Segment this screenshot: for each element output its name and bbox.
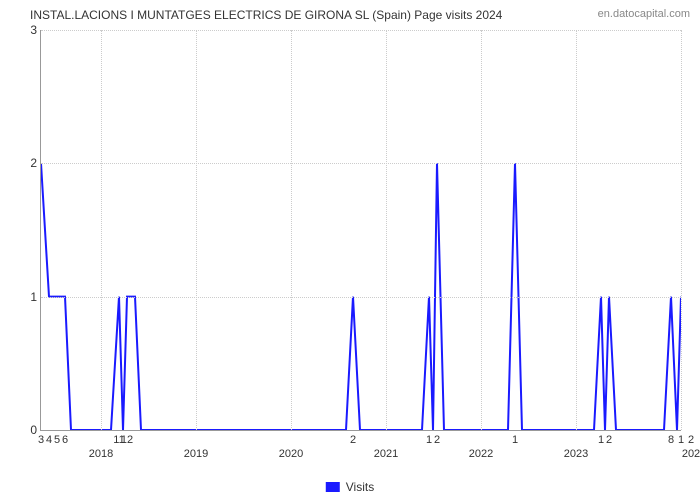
x-tick-small: 12 (121, 434, 133, 446)
x-tick-small: 2 (606, 434, 612, 446)
vgrid (291, 30, 292, 430)
vgrid (481, 30, 482, 430)
x-tick-small: 1 (512, 434, 518, 446)
x-tick-year: 2023 (564, 448, 588, 460)
chart-source: en.datocapital.com (598, 8, 690, 20)
x-tick-small: 2 (688, 434, 694, 446)
y-tick-label: 1 (23, 290, 37, 304)
legend-label: Visits (346, 480, 374, 494)
x-tick-year: 202 (682, 448, 700, 460)
x-tick-year: 2021 (374, 448, 398, 460)
x-tick-small: 5 (54, 434, 60, 446)
vgrid (386, 30, 387, 430)
hgrid (41, 163, 681, 164)
vgrid (101, 30, 102, 430)
legend: Visits (326, 480, 374, 494)
x-tick-year: 2022 (469, 448, 493, 460)
y-tick-label: 0 (23, 423, 37, 437)
x-tick-small: 3 (38, 434, 44, 446)
x-tick-year: 2018 (89, 448, 113, 460)
visits-chart: INSTAL.LACIONS I MUNTATGES ELECTRICS DE … (30, 8, 690, 438)
x-tick-small: 2 (350, 434, 356, 446)
x-tick-small: 2 (434, 434, 440, 446)
x-tick-small: 6 (62, 434, 68, 446)
x-tick-small: 4 (46, 434, 52, 446)
x-tick-year: 2020 (279, 448, 303, 460)
vgrid (681, 30, 682, 430)
chart-title: INSTAL.LACIONS I MUNTATGES ELECTRICS DE … (30, 8, 502, 22)
plot-area: 0123345611122121128122018201920202021202… (40, 30, 681, 431)
hgrid (41, 297, 681, 298)
legend-swatch (326, 482, 340, 492)
x-tick-small: 1 (598, 434, 604, 446)
y-tick-label: 3 (23, 23, 37, 37)
vgrid (196, 30, 197, 430)
x-tick-small: 1 (426, 434, 432, 446)
hgrid (41, 30, 681, 31)
x-tick-small: 1 (678, 434, 684, 446)
x-tick-small: 8 (668, 434, 674, 446)
y-tick-label: 2 (23, 156, 37, 170)
vgrid (576, 30, 577, 430)
x-tick-year: 2019 (184, 448, 208, 460)
line-svg (41, 30, 681, 430)
